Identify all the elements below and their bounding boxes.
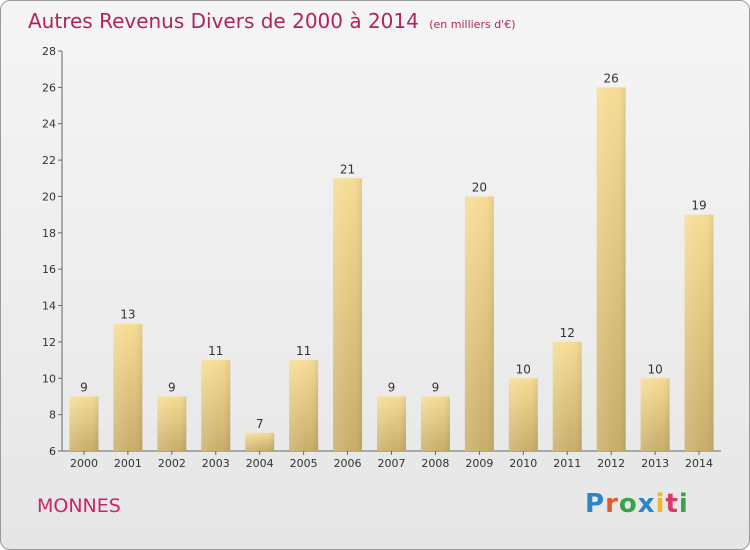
bar-shading [245, 432, 275, 451]
bar-shading [508, 378, 538, 451]
bar-shading [552, 341, 582, 451]
x-tick-label: 2010 [509, 457, 537, 470]
bar-shading [289, 360, 319, 451]
x-tick-label: 2011 [553, 457, 581, 470]
x-tick-label: 2014 [685, 457, 713, 470]
y-tick-label: 24 [42, 118, 56, 131]
x-tick-label: 2002 [158, 457, 186, 470]
x-tick-label: 2000 [70, 457, 98, 470]
bar-shading [640, 378, 670, 451]
bar-shading [69, 396, 99, 451]
value-label: 10 [516, 362, 531, 376]
y-tick-label: 20 [42, 190, 56, 203]
y-tick-label: 18 [42, 227, 56, 240]
x-tick-label: 2009 [465, 457, 493, 470]
x-tick-label: 2001 [114, 457, 142, 470]
bar-shading [684, 214, 714, 451]
y-tick-label: 28 [42, 45, 56, 58]
x-tick-label: 2013 [641, 457, 669, 470]
bar-shading [113, 323, 143, 451]
y-tick-label: 22 [42, 154, 56, 167]
bar-shading [596, 87, 626, 451]
x-tick-label: 2005 [290, 457, 318, 470]
value-label: 21 [340, 162, 355, 176]
value-label: 13 [120, 308, 135, 322]
value-label: 9 [388, 380, 396, 394]
y-tick-label: 14 [42, 300, 56, 313]
x-tick-label: 2006 [334, 457, 362, 470]
y-tick-label: 16 [42, 263, 56, 276]
bar-shading [377, 396, 406, 451]
value-label: 9 [80, 380, 88, 394]
value-label: 9 [432, 380, 440, 394]
x-tick-label: 2004 [246, 457, 274, 470]
value-label: 26 [604, 71, 619, 85]
value-label: 9 [168, 380, 176, 394]
y-tick-label: 26 [42, 81, 56, 94]
proxiti-logo: Proxiti [585, 489, 689, 519]
chart-title-text: Autres Revenus Divers de 2000 à 2014 [28, 9, 419, 33]
bar-shading [157, 396, 187, 451]
y-tick-label: 12 [42, 336, 56, 349]
value-label: 10 [647, 362, 662, 376]
bar-shading [201, 360, 231, 451]
value-label: 11 [296, 344, 311, 358]
value-label: 12 [560, 326, 575, 340]
x-tick-label: 2007 [378, 457, 406, 470]
x-tick-label: 2003 [202, 457, 230, 470]
value-label: 11 [208, 344, 223, 358]
x-tick-label: 2008 [421, 457, 449, 470]
y-tick-label: 8 [49, 409, 56, 422]
y-tick-label: 10 [42, 372, 56, 385]
location-name: MONNES [37, 495, 121, 517]
value-label: 7 [256, 417, 264, 431]
y-tick-label: 6 [49, 445, 56, 458]
chart-title: Autres Revenus Divers de 2000 à 2014 (en… [28, 9, 516, 33]
chart-subtitle: (en milliers d'€) [429, 18, 516, 31]
bar-shading [333, 178, 363, 452]
value-label: 20 [472, 180, 487, 194]
bar-shading [420, 396, 450, 451]
bar-shading [464, 196, 494, 451]
x-tick-label: 2012 [597, 457, 625, 470]
value-label: 19 [691, 199, 706, 213]
